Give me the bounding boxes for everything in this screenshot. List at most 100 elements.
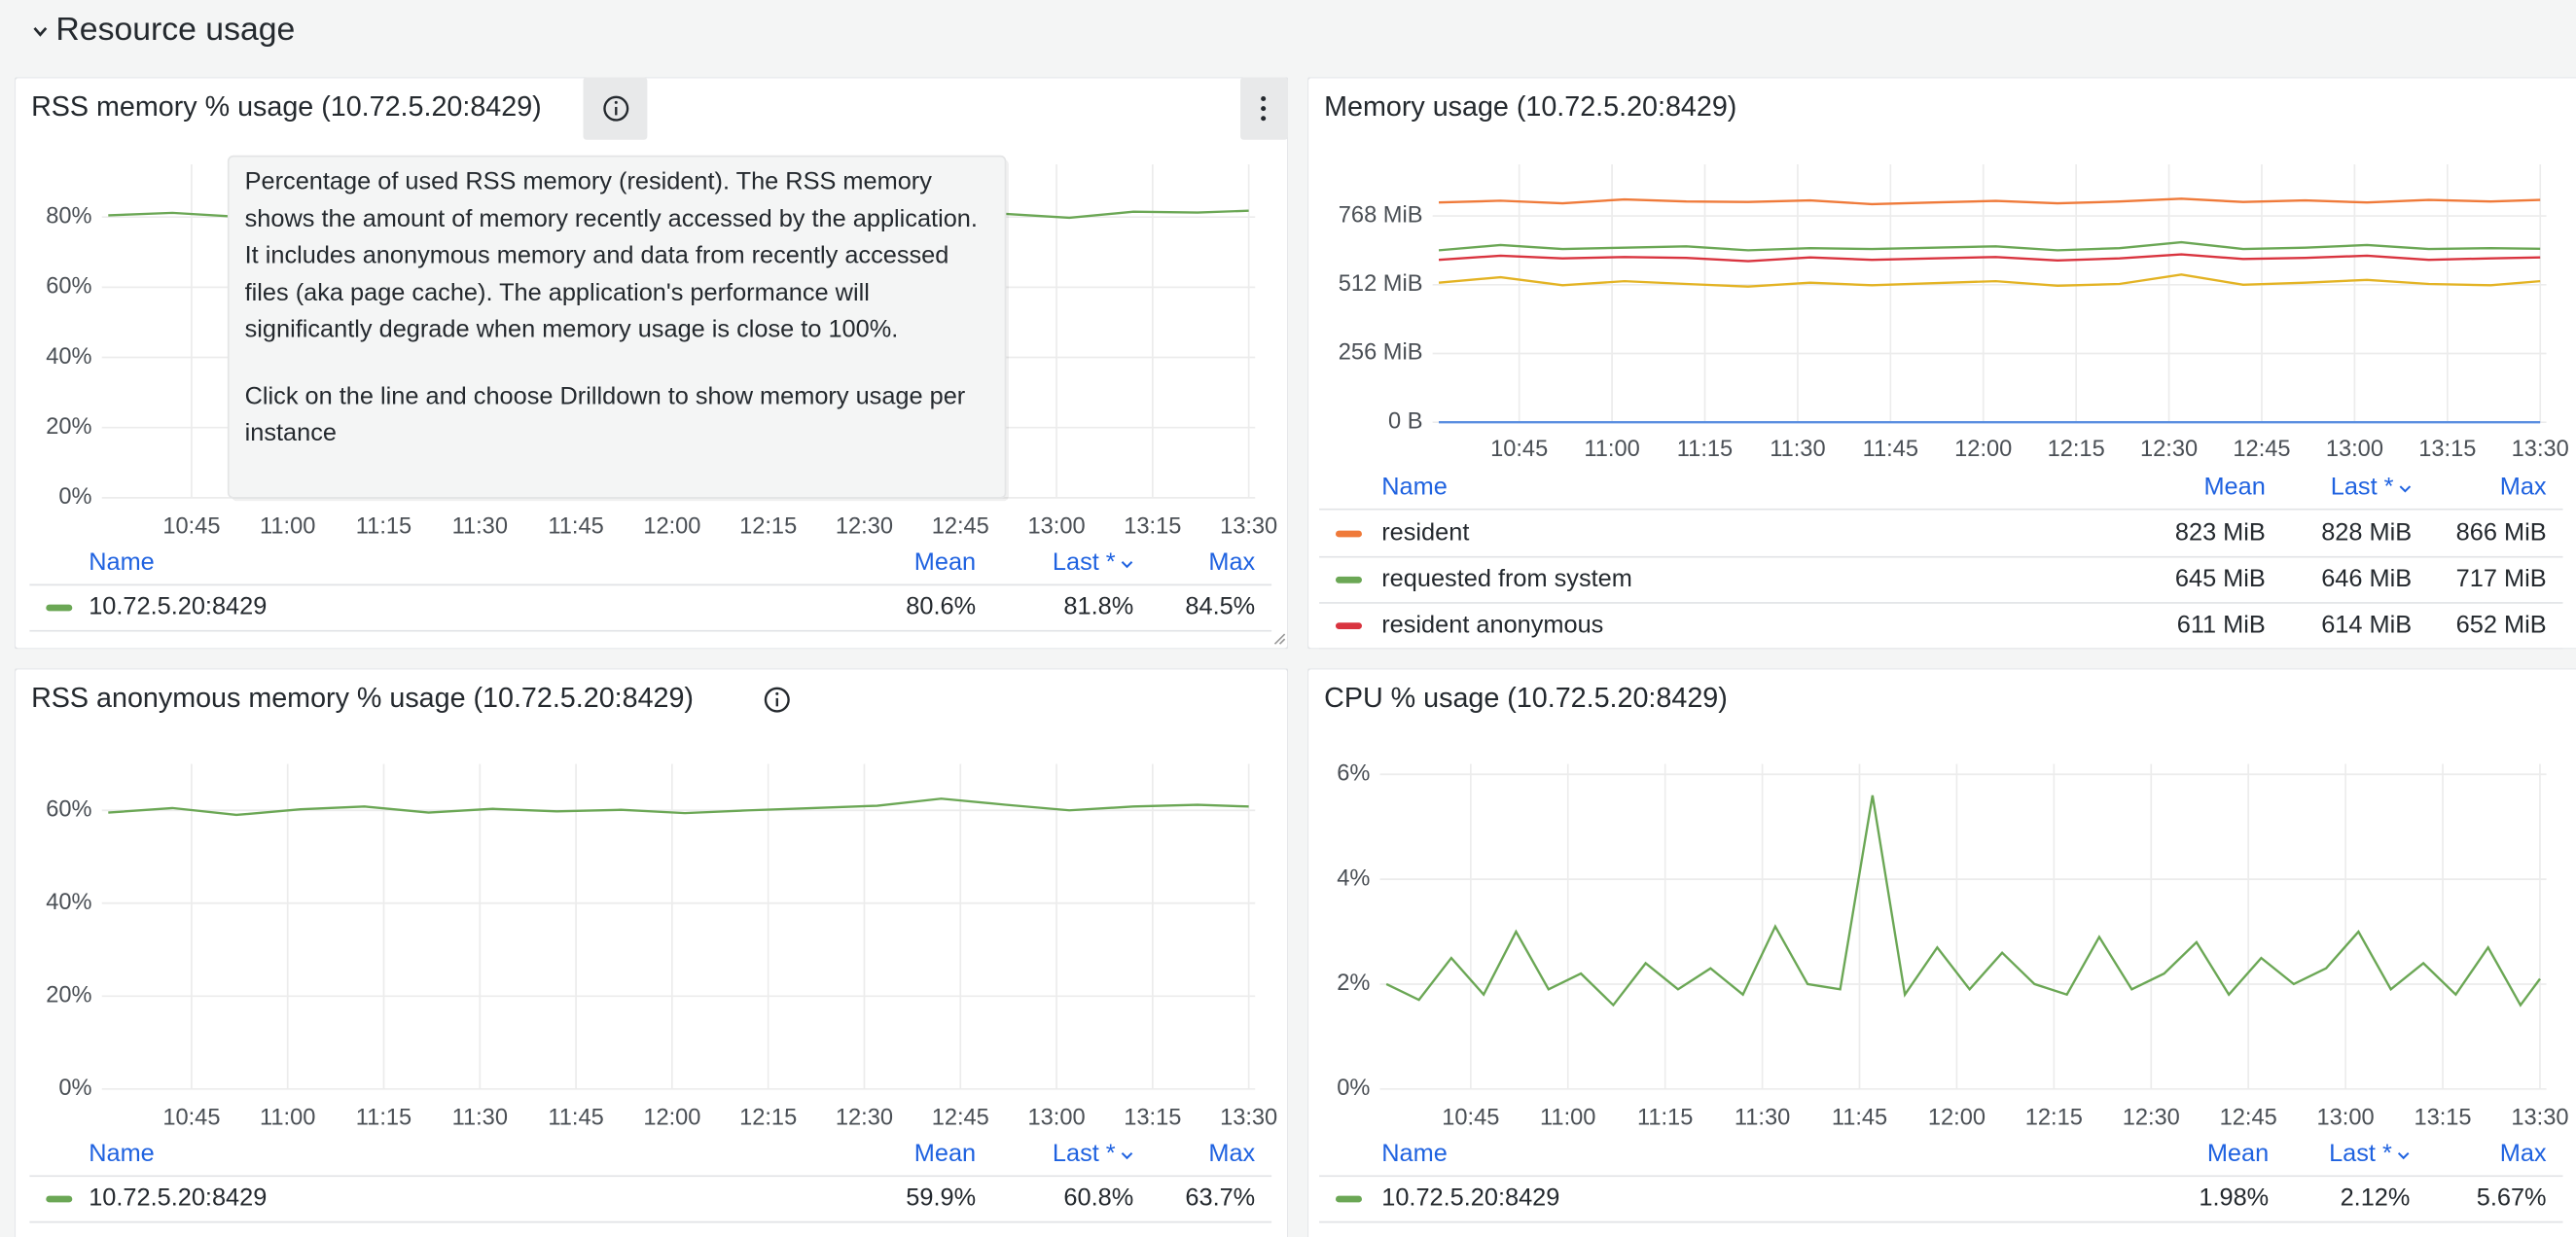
- x-tick-label: 12:45: [2233, 437, 2290, 462]
- x-tick-label: 12:45: [932, 1105, 989, 1130]
- legend-header: Name: [1381, 473, 1448, 500]
- y-tick-label: 40%: [46, 890, 91, 915]
- legend-name[interactable]: resident anonymous: [1381, 611, 1603, 638]
- x-tick-label: 13:30: [1220, 1105, 1277, 1130]
- y-tick-label: 60%: [46, 796, 91, 822]
- resize-handle[interactable]: [1273, 633, 1286, 645]
- legend-header[interactable]: Last *: [2331, 473, 2394, 500]
- x-tick-label: 12:30: [836, 514, 893, 540]
- legend-name[interactable]: 10.72.5.20:8429: [1381, 1184, 1559, 1212]
- x-tick-label: 10:45: [162, 1105, 220, 1130]
- y-tick-label: 0%: [1337, 1076, 1370, 1101]
- x-tick-label: 12:15: [2048, 437, 2105, 462]
- sort-chevron: [1121, 561, 1133, 569]
- x-tick-label: 10:45: [162, 514, 220, 540]
- y-tick-label: 0 B: [1388, 408, 1422, 434]
- x-tick-label: 13:00: [1027, 1105, 1085, 1130]
- info-icon[interactable]: [603, 95, 629, 122]
- legend-value: 2.12%: [2341, 1184, 2411, 1212]
- y-tick-label: 768 MiB: [1339, 202, 1423, 228]
- section-title[interactable]: Resource usage: [55, 11, 295, 48]
- x-tick-label: 12:15: [2025, 1105, 2083, 1130]
- legend-header[interactable]: Max: [1208, 1140, 1255, 1167]
- info-icon[interactable]: [764, 687, 790, 713]
- legend-header: Name: [1381, 1140, 1448, 1167]
- legend-header[interactable]: Mean: [2203, 473, 2265, 500]
- x-tick-label: 12:45: [2220, 1105, 2277, 1130]
- x-tick-label: 11:30: [1735, 1105, 1790, 1130]
- x-tick-label: 12:00: [1928, 1105, 1986, 1130]
- legend-header: Name: [89, 1140, 155, 1167]
- legend-swatch: [1335, 530, 1362, 538]
- x-tick-label: 12:30: [836, 1105, 893, 1130]
- sort-chevron: [2397, 1151, 2410, 1160]
- legend-header[interactable]: Last *: [1053, 1140, 1116, 1167]
- legend-value: 80.6%: [906, 593, 976, 620]
- series-line: [108, 797, 1249, 817]
- tooltip-body: Percentage of used RSS memory (resident)…: [245, 164, 992, 452]
- y-tick-label: 6%: [1337, 760, 1370, 786]
- legend-header[interactable]: Max: [1208, 548, 1255, 576]
- tooltip: [227, 155, 1007, 499]
- x-tick-label: 13:15: [1124, 1105, 1181, 1130]
- panel-title: RSS anonymous memory % usage (10.72.5.20…: [31, 683, 694, 714]
- y-tick-label: 20%: [46, 414, 91, 440]
- x-tick-label: 12:15: [739, 1105, 797, 1130]
- legend-swatch: [46, 604, 73, 612]
- x-tick-label: 11:15: [1637, 1105, 1693, 1130]
- legend-name[interactable]: 10.72.5.20:8429: [89, 593, 267, 620]
- legend-swatch: [1335, 1195, 1362, 1203]
- x-tick-label: 11:45: [1863, 437, 1918, 462]
- y-tick-label: 60%: [46, 274, 91, 300]
- legend-header[interactable]: Last *: [1053, 548, 1116, 576]
- y-tick-label: 2%: [1337, 971, 1370, 996]
- info-icon-dot: [775, 691, 779, 695]
- panel: RSS anonymous memory % usage (10.72.5.20…: [15, 668, 1288, 1237]
- collapse-chevron[interactable]: [33, 26, 48, 37]
- y-tick-label: 20%: [46, 983, 91, 1008]
- legend-header[interactable]: Mean: [2207, 1140, 2269, 1167]
- sort-chevron: [1121, 1151, 1133, 1160]
- legend-header[interactable]: Last *: [2329, 1140, 2392, 1167]
- legend-value: 5.67%: [2477, 1184, 2547, 1212]
- x-tick-label: 11:00: [1540, 1105, 1595, 1130]
- overlay: Percentage of used RSS memory (resident)…: [227, 77, 1288, 713]
- panel: Memory usage (10.72.5.20:8429) 0 B 256 MiB…: [1307, 77, 2576, 650]
- x-tick-label: 10:45: [1490, 437, 1548, 462]
- legend-header[interactable]: Mean: [914, 548, 976, 576]
- legend-value: 646 MiB: [2321, 565, 2412, 592]
- x-tick-label: 12:30: [2123, 1105, 2180, 1130]
- legend-value: 823 MiB: [2175, 519, 2266, 547]
- legend-name[interactable]: resident: [1381, 519, 1469, 547]
- legend-value: 63.7%: [1185, 1184, 1255, 1212]
- x-tick-label: 11:15: [1677, 437, 1733, 462]
- legend-value: 59.9%: [906, 1184, 976, 1212]
- x-tick-label: 11:15: [356, 1105, 411, 1130]
- x-tick-label: 13:15: [1124, 514, 1181, 540]
- x-tick-label: 12:45: [932, 514, 989, 540]
- x-tick-label: 11:15: [356, 514, 411, 540]
- legend-value: 1.98%: [2199, 1184, 2269, 1212]
- x-tick-label: 11:45: [1832, 1105, 1887, 1130]
- legend-header[interactable]: Mean: [914, 1140, 976, 1167]
- x-tick-label: 11:45: [548, 1105, 603, 1130]
- legend-name[interactable]: 10.72.5.20:8429: [89, 1184, 267, 1212]
- x-tick-label: 11:30: [452, 1105, 508, 1130]
- legend-value: 645 MiB: [2175, 565, 2266, 592]
- x-tick-label: 11:45: [548, 514, 603, 540]
- tooltip-text: Percentage of used RSS memory (resident)…: [245, 164, 992, 452]
- legend-header[interactable]: Max: [2500, 1140, 2547, 1167]
- x-tick-label: 11:00: [260, 1105, 315, 1130]
- legend-name[interactable]: requested from system: [1381, 565, 1632, 592]
- legend-header[interactable]: Max: [2500, 473, 2547, 500]
- sort-chevron: [2399, 485, 2412, 493]
- x-tick-label: 13:30: [2511, 1105, 2568, 1130]
- x-tick-label: 12:15: [739, 514, 797, 540]
- legend-value: 611 MiB: [2177, 611, 2266, 638]
- menu-dot: [1261, 106, 1267, 112]
- x-tick-label: 12:00: [643, 514, 700, 540]
- x-tick-label: 13:00: [1027, 514, 1085, 540]
- legend-swatch: [1335, 576, 1362, 583]
